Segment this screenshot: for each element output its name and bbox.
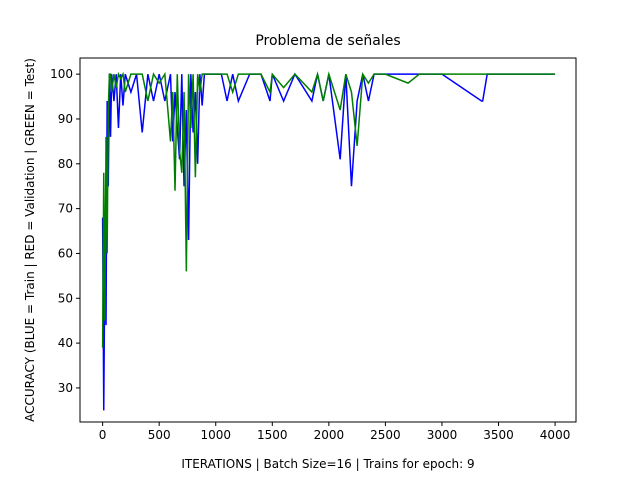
y-tick-label: 90 xyxy=(58,112,73,126)
series-line xyxy=(101,71,556,348)
y-tick-label: 70 xyxy=(58,202,73,216)
x-tick-label: 1000 xyxy=(200,428,231,442)
y-tick-label: 30 xyxy=(58,381,73,395)
y-tick-label: 100 xyxy=(50,67,73,81)
y-tick-label: 50 xyxy=(58,291,73,305)
series-line xyxy=(101,72,556,411)
y-tick-label: 60 xyxy=(58,246,73,260)
x-tick-label: 2500 xyxy=(370,428,401,442)
chart-title: Problema de señales xyxy=(255,33,400,49)
y-axis-label: ACCURACY (BLUE = Train | RED = Validatio… xyxy=(23,58,37,422)
x-tick-label: 4000 xyxy=(540,428,571,442)
y-tick-label: 80 xyxy=(58,157,73,171)
x-tick-label: 2000 xyxy=(314,428,345,442)
x-axis-label: ITERATIONS | Batch Size=16 | Trains for … xyxy=(181,457,474,471)
x-tick-label: 0 xyxy=(99,428,107,442)
x-tick-label: 3500 xyxy=(483,428,514,442)
x-tick-label: 500 xyxy=(148,428,171,442)
x-tick-label: 3000 xyxy=(427,428,458,442)
y-tick-label: 40 xyxy=(58,336,73,350)
x-tick-label: 1500 xyxy=(257,428,288,442)
plot-frame xyxy=(79,57,577,423)
